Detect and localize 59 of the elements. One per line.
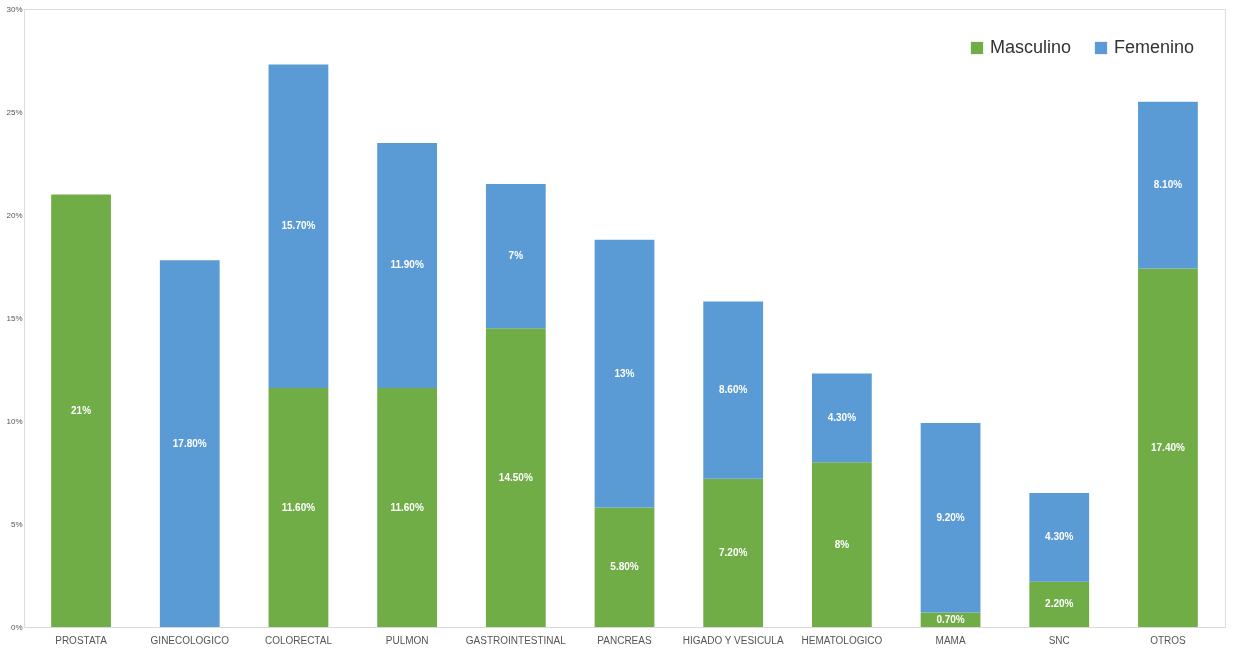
y-tick-label: 10%: [6, 416, 23, 426]
x-tick-label: GASTROINTESTINAL: [465, 634, 567, 646]
bar: [703, 301, 764, 479]
x-tick-label: COLORECTAL: [264, 634, 333, 646]
y-tick-label: 0%: [10, 622, 23, 632]
data-label: 11.90%: [390, 259, 424, 271]
data-label: 11.60%: [390, 501, 424, 513]
bar: [594, 507, 655, 627]
x-tick-label: SNC: [1048, 634, 1070, 646]
data-label: 7%: [508, 250, 524, 262]
legend-label: Masculino: [990, 37, 1072, 57]
bar: [1138, 268, 1198, 627]
x-tick-label: PROSTATA: [55, 634, 108, 646]
data-label: 5.80%: [610, 561, 639, 573]
data-label: 2.20%: [1045, 598, 1074, 610]
data-label: 8.10%: [1153, 179, 1183, 191]
data-label: 7.20%: [719, 546, 748, 558]
data-label: 4.30%: [1045, 531, 1074, 543]
legend-label: Femenino: [1114, 37, 1195, 57]
bar: [268, 64, 329, 389]
x-tick-label: PULMON: [385, 634, 429, 646]
y-tick-label: 15%: [6, 313, 23, 323]
data-label: 9.20%: [936, 511, 965, 523]
data-label: 0.70%: [936, 613, 965, 625]
data-label: 14.50%: [498, 471, 533, 483]
bar: [594, 239, 655, 508]
bar: [703, 478, 764, 627]
data-label: 17.40%: [1150, 441, 1185, 453]
data-label: 15.70%: [281, 220, 316, 232]
bar: [159, 260, 220, 627]
y-tick-label: 20%: [6, 210, 23, 220]
data-label: 11.60%: [281, 501, 316, 513]
bar: [920, 423, 981, 613]
y-tick-label: 25%: [6, 107, 23, 117]
x-tick-label: MAMA: [935, 634, 966, 646]
bar: [377, 388, 438, 627]
bar: [51, 194, 111, 627]
x-tick-label: HEMATOLOGICO: [801, 634, 883, 646]
data-label: 4.30%: [827, 411, 857, 423]
bar: [1138, 101, 1198, 269]
bar: [268, 388, 329, 627]
y-tick-label: 30%: [6, 4, 23, 14]
bar: [485, 328, 546, 627]
x-tick-label: GINECOLOGICO: [150, 634, 230, 646]
bar: [811, 373, 872, 463]
data-label: 21%: [71, 404, 92, 416]
x-tick-label: OTROS: [1150, 634, 1187, 646]
bar: [1029, 581, 1090, 627]
data-label: 8%: [834, 538, 850, 550]
bar: [811, 462, 872, 627]
data-label: 13%: [614, 367, 635, 379]
x-tick-label: HIGADO Y VESICULA: [682, 634, 784, 646]
y-tick-label: 5%: [10, 519, 23, 529]
data-label: 8.60%: [719, 384, 748, 396]
bar: [1029, 493, 1090, 582]
x-tick-label: PANCREAS: [597, 634, 652, 646]
bar: [485, 184, 546, 329]
bar: [377, 142, 438, 389]
data-label: 17.80%: [172, 437, 207, 449]
